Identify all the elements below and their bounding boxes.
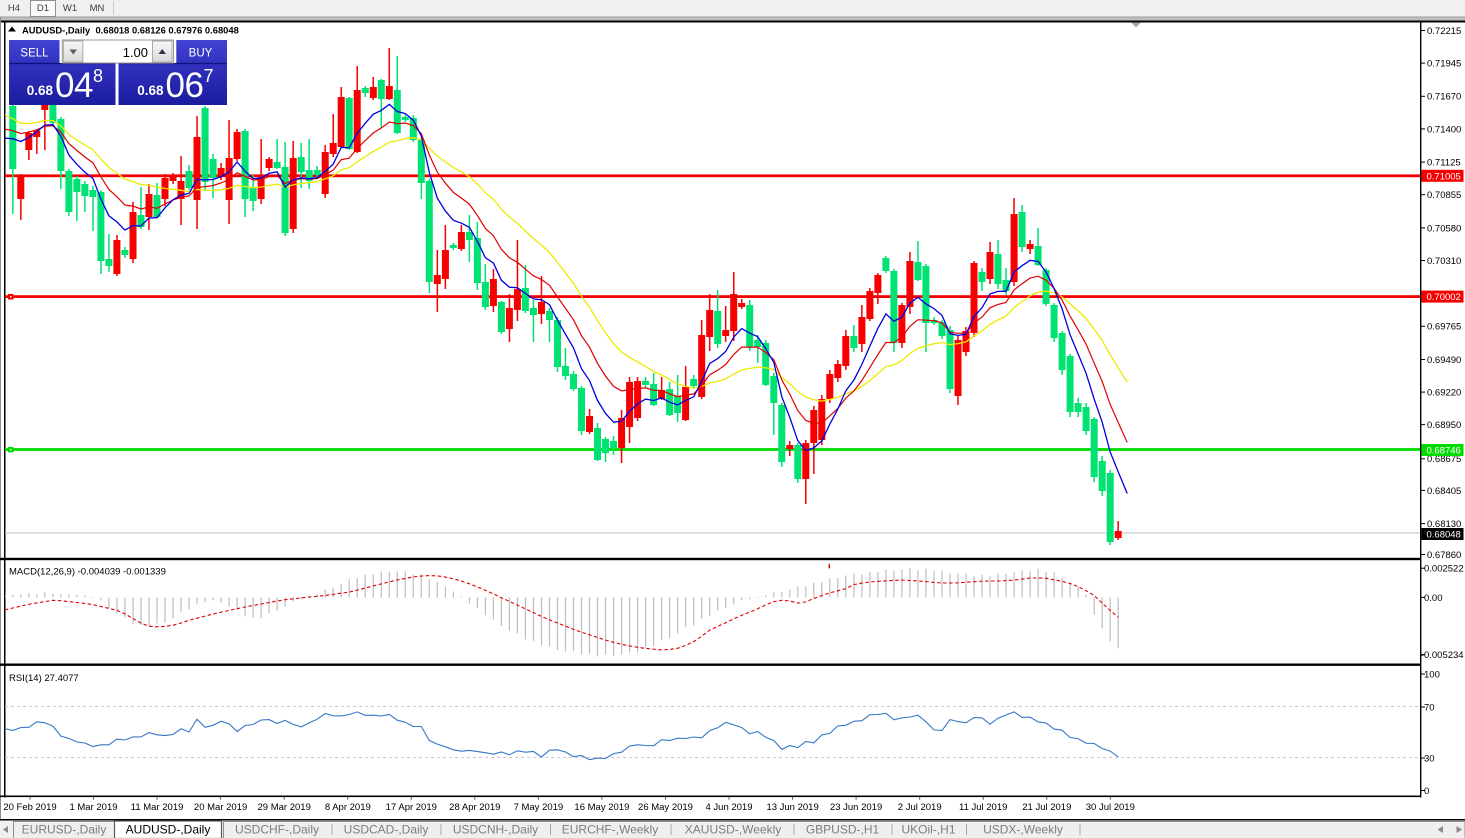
- svg-text:7 May 2019: 7 May 2019: [514, 802, 564, 813]
- svg-text:GBPUSD-,H1: GBPUSD-,H1: [806, 823, 880, 837]
- svg-text:0.70855: 0.70855: [1427, 190, 1461, 201]
- svg-text:0.69490: 0.69490: [1427, 355, 1461, 366]
- svg-text:0.71400: 0.71400: [1427, 124, 1461, 135]
- svg-text:30: 30: [1424, 753, 1435, 764]
- svg-text:MACD(12,26,9) -0.004039 -0.001: MACD(12,26,9) -0.004039 -0.001339: [9, 567, 166, 578]
- svg-text:7: 7: [204, 66, 214, 86]
- svg-text:06: 06: [166, 66, 204, 105]
- svg-text:0.71945: 0.71945: [1427, 59, 1461, 70]
- svg-text:0.69220: 0.69220: [1427, 388, 1461, 399]
- svg-text:8: 8: [93, 66, 103, 86]
- svg-text:RSI(14) 27.4077: RSI(14) 27.4077: [9, 673, 79, 684]
- svg-text:0.68950: 0.68950: [1427, 420, 1461, 431]
- svg-text:0.68: 0.68: [137, 83, 164, 98]
- svg-text:4 Jun 2019: 4 Jun 2019: [705, 802, 752, 813]
- svg-text:0.70580: 0.70580: [1427, 223, 1461, 234]
- svg-text:D1: D1: [37, 3, 49, 14]
- svg-text:8 Apr 2019: 8 Apr 2019: [325, 802, 371, 813]
- svg-text:0.68: 0.68: [27, 83, 54, 98]
- svg-text:0.00: 0.00: [1424, 593, 1443, 604]
- svg-text:0.72215: 0.72215: [1427, 26, 1461, 37]
- svg-text:0.71125: 0.71125: [1427, 158, 1461, 169]
- svg-text:20 Mar 2019: 20 Mar 2019: [194, 802, 247, 813]
- svg-text:28 Apr 2019: 28 Apr 2019: [449, 802, 500, 813]
- svg-text:0.69765: 0.69765: [1427, 322, 1461, 333]
- svg-text:0.67860: 0.67860: [1427, 550, 1461, 561]
- svg-text:1 Mar 2019: 1 Mar 2019: [69, 802, 117, 813]
- svg-text:16 May 2019: 16 May 2019: [574, 802, 629, 813]
- svg-text:EURCHF-,Weekly: EURCHF-,Weekly: [562, 823, 658, 837]
- svg-text:17 Apr 2019: 17 Apr 2019: [386, 802, 437, 813]
- svg-text:0.68746: 0.68746: [1427, 446, 1461, 457]
- svg-text:W1: W1: [63, 3, 77, 14]
- svg-text:100: 100: [1424, 669, 1440, 680]
- svg-text:0.002522: 0.002522: [1424, 564, 1464, 575]
- svg-text:11 Mar 2019: 11 Mar 2019: [131, 802, 184, 813]
- svg-text:UKOil-,H1: UKOil-,H1: [901, 823, 955, 837]
- svg-text:20 Feb 2019: 20 Feb 2019: [3, 802, 56, 813]
- svg-text:23 Jun 2019: 23 Jun 2019: [830, 802, 882, 813]
- svg-text:EURUSD-,Daily: EURUSD-,Daily: [22, 823, 107, 837]
- svg-text:13 Jun 2019: 13 Jun 2019: [766, 802, 818, 813]
- svg-text:SELL: SELL: [20, 48, 49, 60]
- svg-text:70: 70: [1424, 702, 1435, 713]
- svg-text:USDX-,Weekly: USDX-,Weekly: [983, 823, 1063, 837]
- svg-text:21 Jul 2019: 21 Jul 2019: [1022, 802, 1071, 813]
- svg-text:MN: MN: [90, 3, 105, 14]
- svg-text:USDCNH-,Daily: USDCNH-,Daily: [453, 823, 538, 837]
- svg-text:0.71005: 0.71005: [1427, 171, 1461, 182]
- svg-text:BUY: BUY: [189, 48, 213, 60]
- svg-text:USDCHF-,Daily: USDCHF-,Daily: [235, 823, 319, 837]
- svg-text:0: 0: [1424, 786, 1429, 797]
- svg-text:0.68675: 0.68675: [1427, 454, 1461, 465]
- svg-text:AUDUSD-,Daily 0.68018 0.68126: AUDUSD-,Daily 0.68018 0.68126 0.67976 0.…: [22, 25, 239, 36]
- svg-text:XAUUSD-,Weekly: XAUUSD-,Weekly: [685, 823, 781, 837]
- svg-text:0.68048: 0.68048: [1427, 530, 1461, 541]
- svg-text:0.71670: 0.71670: [1427, 92, 1461, 103]
- svg-text:1.00: 1.00: [123, 45, 148, 60]
- svg-text:-0.005234: -0.005234: [1421, 650, 1464, 661]
- svg-text:26 May 2019: 26 May 2019: [638, 802, 693, 813]
- svg-text:0.68130: 0.68130: [1427, 519, 1461, 530]
- svg-text:0.68405: 0.68405: [1427, 486, 1461, 497]
- svg-text:11 Jul 2019: 11 Jul 2019: [959, 802, 1007, 813]
- svg-text:0.70002: 0.70002: [1427, 292, 1461, 303]
- svg-text:29 Mar 2019: 29 Mar 2019: [258, 802, 311, 813]
- svg-text:2 Jul 2019: 2 Jul 2019: [898, 802, 942, 813]
- svg-text:AUDUSD-,Daily: AUDUSD-,Daily: [126, 823, 211, 837]
- svg-text:30 Jul 2019: 30 Jul 2019: [1086, 802, 1135, 813]
- svg-text:H4: H4: [8, 3, 20, 14]
- svg-text:04: 04: [55, 66, 93, 105]
- svg-text:USDCAD-,Daily: USDCAD-,Daily: [344, 823, 429, 837]
- svg-text:0.70310: 0.70310: [1427, 256, 1461, 267]
